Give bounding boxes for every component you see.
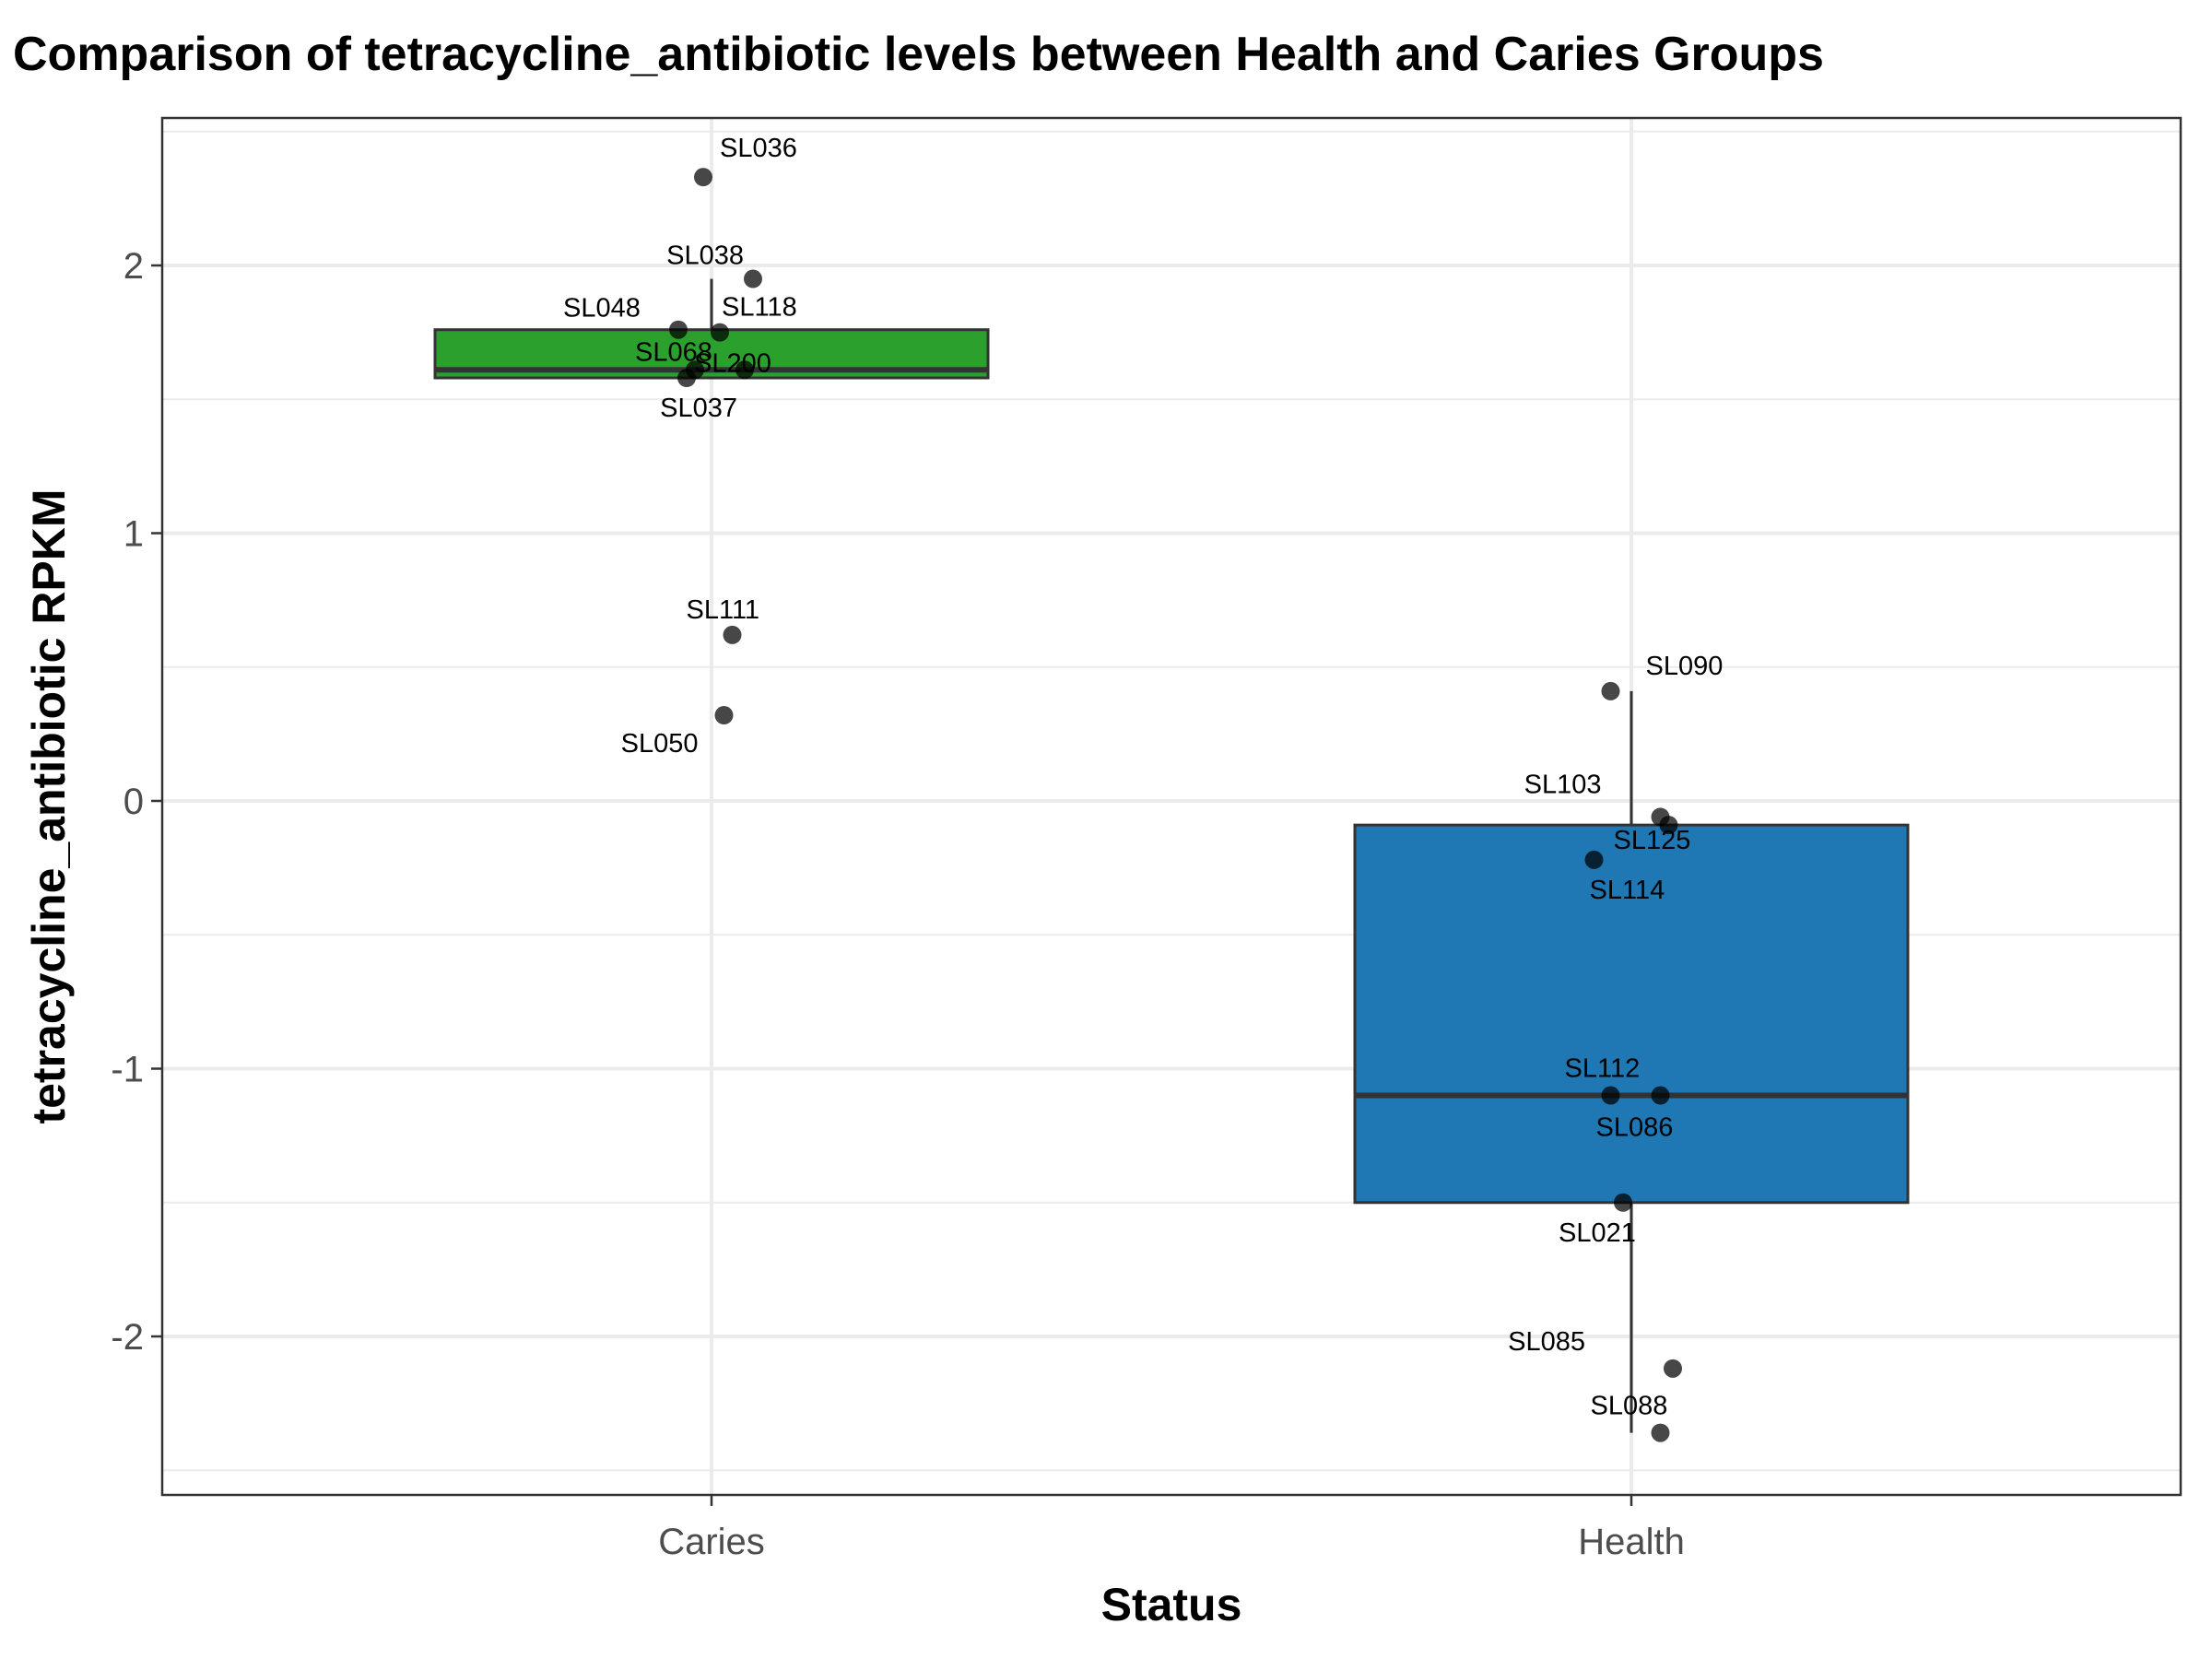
data-point xyxy=(1651,1086,1670,1105)
data-point xyxy=(1659,816,1678,835)
data-point xyxy=(711,323,729,342)
data-point xyxy=(1651,1423,1670,1442)
x-axis: Caries Health xyxy=(658,1495,1685,1562)
point-label: SL086 xyxy=(1596,1113,1674,1143)
point-label: SL038 xyxy=(666,241,744,271)
plot-border xyxy=(160,116,2183,1497)
point-label: SL050 xyxy=(621,729,699,759)
point-label: SL125 xyxy=(1614,826,1691,855)
point-label: SL021 xyxy=(1559,1218,1636,1248)
box-health xyxy=(1353,823,1910,1205)
y-tick-label: -1 xyxy=(111,1050,144,1090)
plot-background xyxy=(162,118,2181,1495)
x-axis-title: Status xyxy=(1101,1579,1242,1630)
y-axis-title: tetracycline_antibiotic RPKM xyxy=(23,488,75,1124)
data-point xyxy=(669,320,688,339)
point-label: SL114 xyxy=(1590,876,1665,905)
point-label: SL112 xyxy=(1565,1054,1641,1084)
x-tick-label: Health xyxy=(1578,1522,1685,1562)
point-label: SL103 xyxy=(1524,770,1602,799)
points xyxy=(669,168,1682,1442)
data-point xyxy=(677,369,696,388)
point-label: SL036 xyxy=(720,134,797,163)
data-point xyxy=(1664,1359,1682,1378)
data-point xyxy=(744,269,762,288)
data-point xyxy=(1601,1086,1620,1105)
data-point xyxy=(1601,681,1620,700)
boxes xyxy=(433,278,1910,1433)
y-axis: -2 -1 0 1 2 xyxy=(111,246,162,1358)
chart-title: Comparison of tetracycline_antibiotic le… xyxy=(13,28,1824,81)
point-label: SL200 xyxy=(694,348,771,378)
y-tick-label: 2 xyxy=(124,246,144,287)
data-point xyxy=(694,168,712,187)
x-tick-label: Caries xyxy=(658,1522,765,1562)
data-point xyxy=(1614,1193,1632,1212)
y-tick-label: 0 xyxy=(124,782,144,822)
point-label: SL048 xyxy=(563,294,641,324)
point-label: SL037 xyxy=(660,394,737,423)
point-label: SL068 xyxy=(635,337,712,367)
data-point xyxy=(1584,850,1604,869)
point-label: SL090 xyxy=(1646,652,1724,681)
point-label: SL088 xyxy=(1591,1392,1668,1421)
data-point xyxy=(723,625,742,644)
point-label: SL118 xyxy=(722,293,797,323)
point-label: SL111 xyxy=(687,595,760,625)
point-label: SL085 xyxy=(1508,1327,1585,1357)
data-point xyxy=(735,360,754,380)
y-tick-label: 1 xyxy=(124,514,144,555)
data-point xyxy=(714,706,734,725)
y-tick-label: -2 xyxy=(111,1317,144,1358)
